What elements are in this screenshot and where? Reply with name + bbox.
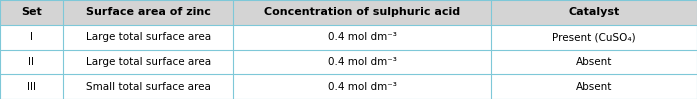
Text: III: III bbox=[27, 82, 36, 92]
Bar bbox=[0, 0, 697, 25]
Text: 0.4 mol dm⁻³: 0.4 mol dm⁻³ bbox=[328, 32, 397, 42]
Text: Large total surface area: Large total surface area bbox=[86, 32, 210, 42]
Text: Absent: Absent bbox=[576, 82, 613, 92]
Text: Small total surface area: Small total surface area bbox=[86, 82, 210, 92]
Text: Absent: Absent bbox=[576, 57, 613, 67]
Text: II: II bbox=[29, 57, 34, 67]
Text: Concentration of sulphuric acid: Concentration of sulphuric acid bbox=[264, 7, 461, 17]
Text: 0.4 mol dm⁻³: 0.4 mol dm⁻³ bbox=[328, 57, 397, 67]
Text: 0.4 mol dm⁻³: 0.4 mol dm⁻³ bbox=[328, 82, 397, 92]
Bar bbox=[0, 74, 697, 99]
Text: Present (CuSO₄): Present (CuSO₄) bbox=[553, 32, 636, 42]
Text: Set: Set bbox=[21, 7, 42, 17]
Text: Large total surface area: Large total surface area bbox=[86, 57, 210, 67]
Text: Surface area of zinc: Surface area of zinc bbox=[86, 7, 210, 17]
Bar bbox=[0, 50, 697, 74]
Text: Catalyst: Catalyst bbox=[569, 7, 620, 17]
Bar bbox=[0, 25, 697, 50]
Text: I: I bbox=[30, 32, 33, 42]
